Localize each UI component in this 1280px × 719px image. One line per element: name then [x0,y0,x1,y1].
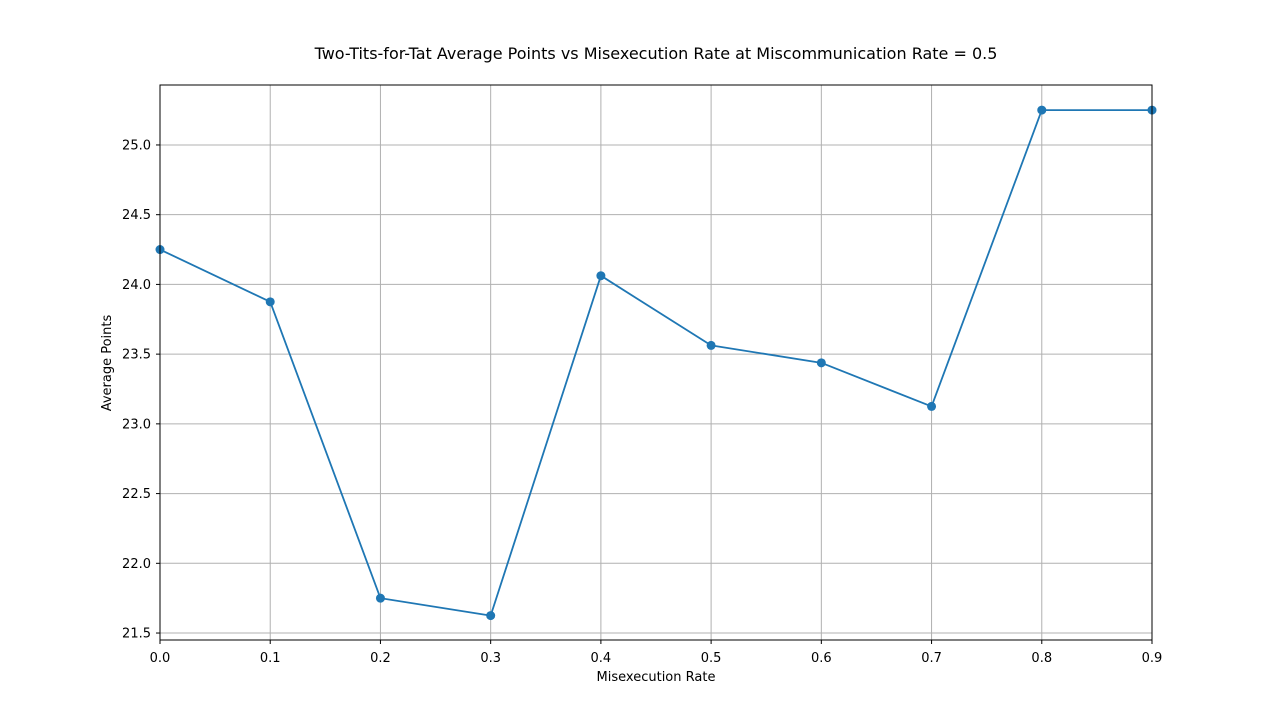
data-point [596,271,606,281]
x-tick-label: 0.0 [150,651,171,666]
x-tick-label: 0.2 [370,651,391,666]
axes-frame [159,84,1153,641]
data-point [1037,105,1047,115]
axis-ticks: 0.0 0.1 0.2 0.3 0.4 0.5 0.6 0.7 0.8 0.9 21.5 22.0 22… [122,138,1162,666]
data-point [706,340,716,350]
series-line [159,109,1153,617]
x-tick-label: 0.7 [921,651,942,666]
x-tick-label: 0.1 [260,651,281,666]
x-tick-label: 0.6 [811,651,832,666]
x-tick-label: 0.5 [701,651,722,666]
data-series [155,105,1157,621]
x-tick-label: 0.9 [1142,651,1163,666]
y-tick-label: 24.5 [122,208,151,223]
x-tick-label: 0.3 [480,651,501,666]
y-tick-label: 21.5 [122,627,151,642]
y-tick-label: 22.0 [122,557,151,572]
y-tick-label: 22.5 [122,487,151,502]
y-tick-label: 24.0 [122,278,151,293]
data-point [486,611,496,621]
plot-frame [159,84,1153,641]
x-tick-label: 0.8 [1031,651,1052,666]
data-point [265,297,275,307]
x-tick-label: 0.4 [591,651,612,666]
data-point [375,593,385,603]
y-axis-label: Average Points [100,314,115,411]
y-tick-label: 23.5 [122,348,151,363]
data-point [927,401,937,411]
data-point [816,358,826,368]
y-tick-label: 23.0 [122,417,151,432]
chart-title: Two-Tits-for-Tat Average Points vs Misex… [314,44,998,63]
x-axis-label: Misexecution Rate [597,670,716,685]
grid-lines [159,85,1153,640]
y-tick-label: 25.0 [122,138,151,153]
